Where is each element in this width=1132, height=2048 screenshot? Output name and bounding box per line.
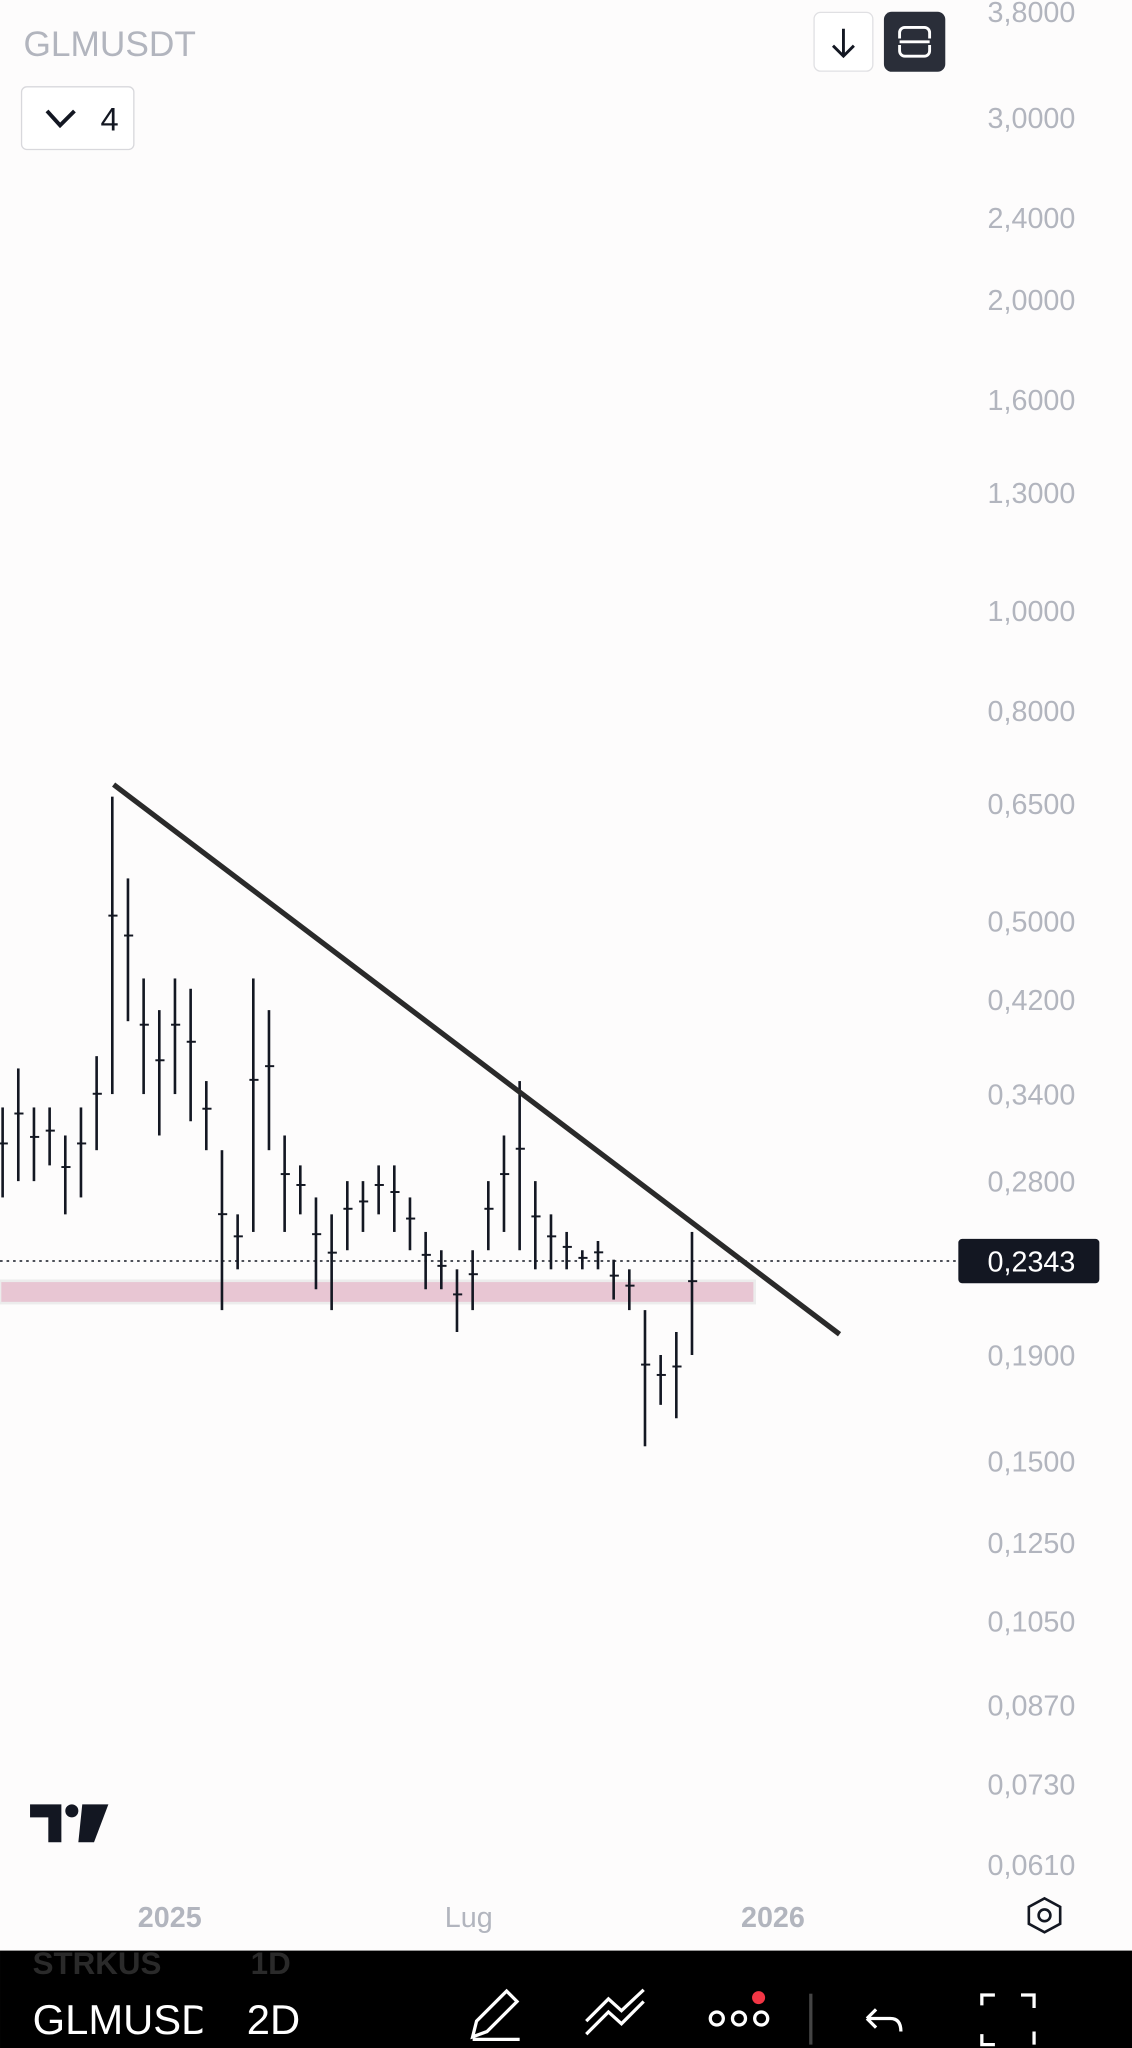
y-tick-label: 0,1250 bbox=[988, 1528, 1076, 1560]
price-bar bbox=[63, 1135, 67, 1215]
undo-button[interactable] bbox=[865, 2008, 903, 2032]
price-bar bbox=[675, 1331, 678, 1419]
price-bar bbox=[110, 796, 114, 1095]
x-tick-label: 2025 bbox=[138, 1902, 202, 1934]
price-bar bbox=[79, 1107, 83, 1198]
y-tick-label: 1,0000 bbox=[988, 596, 1076, 628]
fullscreen-button[interactable] bbox=[980, 1993, 1036, 2047]
draw-button[interactable] bbox=[470, 1988, 520, 2042]
price-bar bbox=[220, 1150, 224, 1311]
last-price-text: 0,2343 bbox=[988, 1246, 1076, 1278]
price-bar bbox=[189, 988, 192, 1122]
price-bar bbox=[628, 1269, 631, 1311]
interval-button[interactable]: 2D bbox=[247, 1996, 300, 2043]
price-bar bbox=[502, 1135, 506, 1232]
last-price-label: 0,2343 bbox=[958, 1238, 1100, 1284]
notification-dot bbox=[752, 1991, 766, 2005]
price-bar bbox=[142, 978, 145, 1095]
indicator-count: 4 bbox=[101, 101, 119, 138]
price-bar bbox=[549, 1214, 553, 1270]
trendline bbox=[112, 782, 842, 1337]
price-bar bbox=[377, 1165, 380, 1215]
price-bar bbox=[424, 1231, 427, 1290]
price-bar bbox=[581, 1250, 584, 1270]
price-bar bbox=[346, 1181, 349, 1251]
y-tick-label: 0,6500 bbox=[988, 789, 1076, 821]
y-tick-label: 0,4200 bbox=[988, 985, 1076, 1017]
price-bar bbox=[48, 1107, 51, 1166]
y-tick-label: 0,1050 bbox=[988, 1606, 1076, 1638]
price-bar bbox=[408, 1197, 412, 1251]
y-tick-label: 3,0000 bbox=[988, 103, 1076, 135]
y-tick-label: 0,0610 bbox=[988, 1850, 1076, 1882]
price-bar bbox=[612, 1259, 615, 1300]
price-bar bbox=[690, 1231, 694, 1355]
y-tick-label: 3,8000 bbox=[988, 0, 1076, 29]
tradingview-logo bbox=[30, 1804, 109, 1843]
y-tick-label: 0,5000 bbox=[988, 907, 1076, 939]
y-tick-label: 0,0870 bbox=[988, 1691, 1076, 1723]
x-tick-label: Lug bbox=[445, 1902, 493, 1934]
price-bar bbox=[236, 1214, 239, 1270]
price-bar bbox=[330, 1214, 333, 1311]
bottom-bar bbox=[0, 1950, 1132, 2048]
symbol-button[interactable]: GLMUSD bbox=[33, 1996, 212, 2043]
price-bar bbox=[32, 1107, 36, 1182]
price-bar bbox=[314, 1197, 318, 1290]
price-bar bbox=[173, 978, 177, 1095]
price-bar bbox=[283, 1135, 286, 1232]
last-price-box bbox=[958, 1238, 1100, 1284]
price-bar bbox=[596, 1241, 600, 1270]
price-bar bbox=[393, 1165, 396, 1232]
settings-button[interactable] bbox=[1027, 1896, 1062, 1934]
price-bar bbox=[16, 1068, 20, 1182]
download-button[interactable] bbox=[813, 11, 874, 72]
prev-interval[interactable]: 1D bbox=[251, 1946, 291, 1981]
indicator-toggle[interactable]: 4 bbox=[20, 86, 135, 151]
price-bar bbox=[534, 1181, 537, 1270]
y-tick-label: 0,0730 bbox=[988, 1769, 1076, 1801]
x-tick-label: 2026 bbox=[741, 1902, 805, 1934]
y-tick-label: 0,1500 bbox=[988, 1446, 1076, 1478]
y-tick-label: 1,6000 bbox=[988, 385, 1076, 417]
price-bar bbox=[518, 1081, 521, 1251]
price-bar bbox=[440, 1250, 443, 1290]
y-tick-label: 2,4000 bbox=[988, 203, 1076, 235]
price-bar bbox=[455, 1269, 459, 1332]
price-bar bbox=[251, 978, 255, 1232]
screenshot-button[interactable] bbox=[883, 11, 946, 72]
price-bar bbox=[204, 1081, 208, 1151]
price-bar bbox=[1, 1107, 4, 1198]
y-tick-label: 0,8000 bbox=[988, 696, 1076, 728]
price-bar bbox=[659, 1354, 662, 1405]
plot bbox=[0, 782, 956, 1447]
symbol-title: GLMUSDT bbox=[24, 25, 196, 64]
price-bar bbox=[95, 1056, 98, 1151]
symbol-fade bbox=[202, 1991, 229, 2048]
y-tick-label: 1,3000 bbox=[988, 478, 1076, 510]
price-bar bbox=[157, 1010, 161, 1136]
y-tick-label: 0,2800 bbox=[988, 1167, 1076, 1199]
indicators-button[interactable] bbox=[585, 1988, 645, 2036]
y-tick-label: 0,1900 bbox=[988, 1340, 1076, 1372]
prev-symbol[interactable]: STRKUS bbox=[33, 1946, 162, 1981]
price-bar bbox=[126, 878, 130, 1022]
support-zone bbox=[0, 1279, 756, 1305]
price-bar bbox=[267, 1010, 271, 1151]
price-bar bbox=[361, 1181, 365, 1232]
y-tick-label: 0,3400 bbox=[988, 1080, 1076, 1112]
price-bar bbox=[471, 1250, 474, 1311]
y-tick-label: 2,0000 bbox=[988, 285, 1076, 317]
price-bar bbox=[643, 1310, 647, 1447]
price-bar bbox=[487, 1181, 490, 1251]
toolbar-icons bbox=[470, 1988, 1036, 2047]
price-bar bbox=[299, 1165, 302, 1215]
more-button[interactable] bbox=[708, 2010, 770, 2027]
price-bar bbox=[565, 1231, 568, 1270]
